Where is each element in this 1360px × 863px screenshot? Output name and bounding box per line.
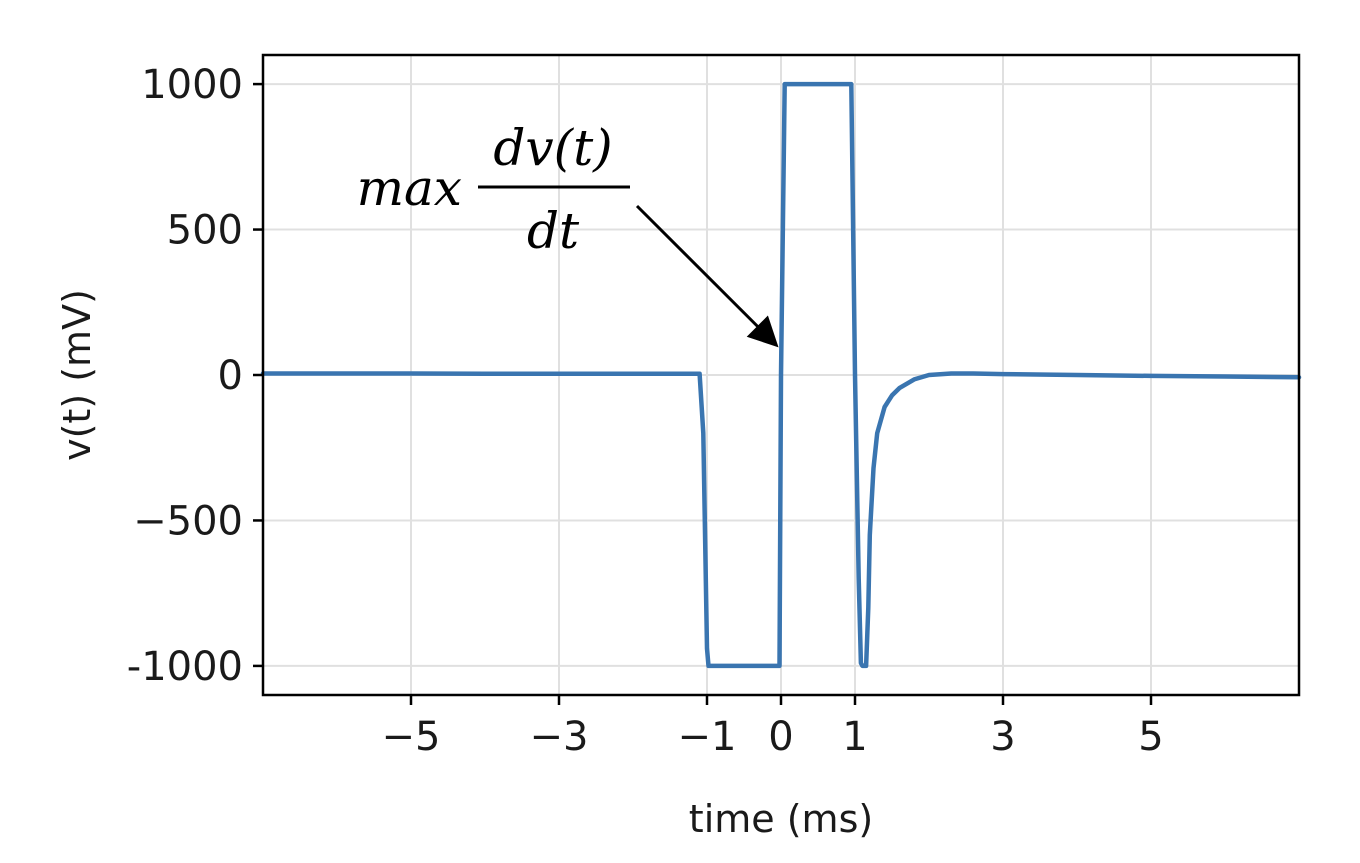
max-derivative-annotation: max dv(t) dt (357, 119, 779, 348)
x-tick-label: 5 (1138, 714, 1163, 760)
annotation-denominator: dt (527, 202, 580, 260)
y-tick-label: 0 (218, 353, 243, 399)
x-tick-label: −5 (382, 714, 441, 760)
y-tick-label: 1000 (141, 62, 243, 108)
x-tick-label: −1 (678, 714, 737, 760)
y-axis-title: v(t) (mV) (55, 289, 99, 461)
annotation-prefix: max (357, 159, 462, 217)
x-tick-label: −3 (530, 714, 589, 760)
x-tick-label: 3 (990, 714, 1015, 760)
y-tick-label: 500 (167, 208, 243, 254)
y-tick-label: −500 (133, 498, 243, 544)
annotation-arrow (635, 204, 779, 348)
x-tick-label: 0 (768, 714, 793, 760)
series-layer (260, 81, 1302, 669)
ticks: −5 −3 −1 0 1 3 5 1000 500 0 −500 -1000 (127, 62, 1164, 760)
y-tick-label: -1000 (127, 644, 243, 690)
series-line (260, 81, 1302, 669)
x-tick-label: 1 (842, 714, 867, 760)
annotation-numerator: dv(t) (493, 119, 612, 177)
x-axis-title: time (ms) (689, 797, 873, 841)
